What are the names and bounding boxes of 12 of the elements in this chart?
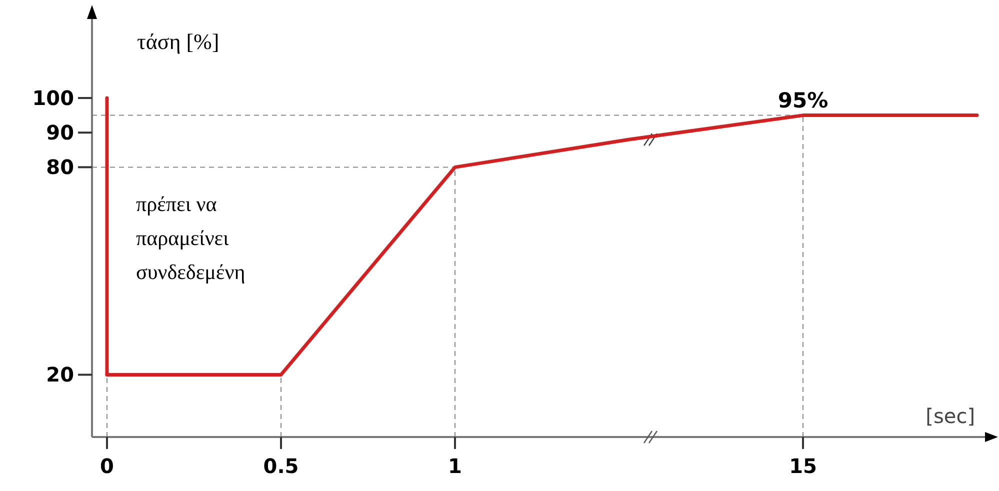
x-tick-label: 15 (789, 454, 817, 478)
annotation: πρέπει να παραμείνει συνδεδεμένη (136, 192, 246, 284)
y-tick-label: 90 (46, 120, 74, 145)
x-tick-label: 0.5 (263, 454, 299, 478)
annotation: 95% (778, 88, 828, 112)
y-tick-label: 80 (46, 155, 74, 180)
y-axis-title: τάση [%] (137, 29, 220, 54)
x-tick-label: 0 (100, 454, 114, 478)
x-tick-label: 1 (448, 454, 462, 478)
x-axis-title: [sec] (926, 404, 975, 428)
y-tick-label: 20 (46, 362, 74, 387)
y-tick-label: 100 (32, 86, 74, 110)
